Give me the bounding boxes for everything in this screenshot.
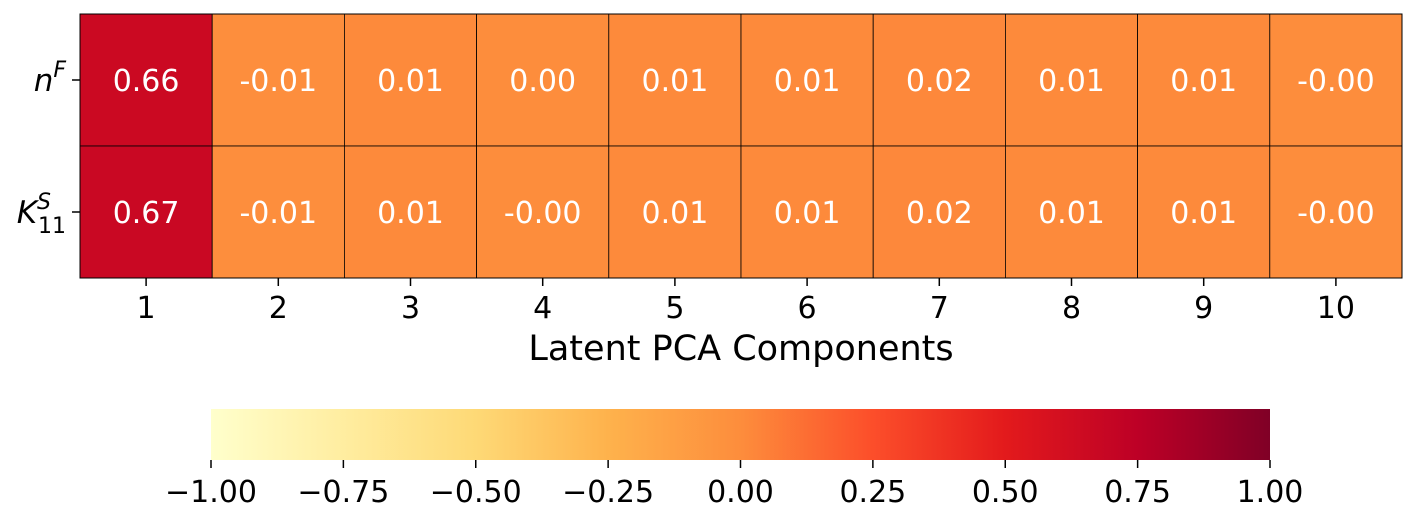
heatmap-cell: [1137, 145, 1271, 279]
heatmap-cell: [476, 145, 610, 279]
x-tick-label: 10: [1317, 291, 1355, 326]
cell-value-label: 0.01: [774, 196, 841, 231]
cell-value-label: 0.01: [377, 64, 444, 99]
heatmap-cells: 0.66 -0.01 0.01 0.00 0.01 0.01 0.02 0.01 0.01 -0.…: [79, 13, 1403, 279]
cell-value-label: -0.00: [1297, 196, 1375, 231]
y-tick-label: nF: [34, 58, 67, 99]
colorbar-tick-label: 0.75: [1104, 475, 1171, 510]
x-tick-label: 9: [1194, 291, 1213, 326]
x-axis-label: Latent PCA Components: [528, 329, 953, 369]
cell-value-label: 0.02: [906, 64, 973, 99]
x-tick-label: 3: [401, 291, 420, 326]
cell-value-label: 0.66: [113, 64, 180, 99]
colorbar: −1.00 −0.75 −0.50 −0.25 0.00 0.25 0.50 0.75 1.00: [165, 409, 1303, 510]
cell-value-label: -0.00: [504, 196, 582, 231]
colorbar-tick-label: −1.00: [165, 475, 257, 510]
colorbar-tick-label: 0.50: [972, 475, 1039, 510]
cell-value-label: 0.01: [642, 64, 709, 99]
colorbar-tick-label: 1.00: [1237, 475, 1304, 510]
colorbar-tick-label: −0.25: [562, 475, 654, 510]
heatmap-cell: [211, 13, 345, 147]
cell-value-label: 0.00: [509, 64, 576, 99]
heatmap-cell: [740, 145, 874, 279]
heatmap-cell: [872, 145, 1006, 279]
cell-value-label: -0.01: [239, 64, 317, 99]
heatmap-cell: [1005, 13, 1139, 147]
heatmap-cell: [476, 13, 610, 147]
cell-value-label: 0.01: [377, 196, 444, 231]
cell-value-label: 0.01: [1170, 64, 1237, 99]
plot-frame: [79, 13, 1403, 279]
x-tick-label: 4: [533, 291, 552, 326]
x-tick-label: 7: [930, 291, 949, 326]
heatmap-cell: [343, 145, 477, 279]
svg-text:nF: nF: [34, 58, 67, 99]
heatmap-cell: [608, 145, 742, 279]
x-tick-label: 5: [665, 291, 684, 326]
heatmap-cell: [1269, 145, 1403, 279]
heatmap-cell: [1005, 145, 1139, 279]
x-axis: 1 2 3 4 5 6 7 8 9 10: [137, 278, 1355, 326]
x-tick-label: 6: [798, 291, 817, 326]
cell-value-label: -0.00: [1297, 64, 1375, 99]
x-tick-label: 2: [269, 291, 288, 326]
heatmap-cell: [211, 145, 345, 279]
heatmap-cell: [872, 13, 1006, 147]
colorbar-tick-label: −0.50: [430, 475, 522, 510]
colorbar-tick-label: −0.75: [297, 475, 389, 510]
y-axis: nF KS 11: [17, 58, 80, 239]
heatmap-cell: [608, 13, 742, 147]
colorbar-tick-label: 0.25: [839, 475, 906, 510]
heatmap-cell: [1269, 13, 1403, 147]
y-tick-label: KS 11: [17, 190, 66, 239]
cell-value-label: -0.01: [239, 196, 317, 231]
cell-value-label: 0.01: [774, 64, 841, 99]
cell-value-label: 0.01: [642, 196, 709, 231]
cell-value-label: 0.67: [113, 196, 180, 231]
x-tick-label: 8: [1062, 291, 1081, 326]
cell-value-label: 0.01: [1170, 196, 1237, 231]
cell-value-label: 0.01: [1038, 196, 1105, 231]
cell-value-label: 0.01: [1038, 64, 1105, 99]
heatmap-cell: [79, 13, 213, 147]
cell-value-label: 0.02: [906, 196, 973, 231]
x-tick-label: 1: [137, 291, 156, 326]
colorbar-gradient: [211, 409, 1270, 460]
heatmap-cell: [740, 13, 874, 147]
colorbar-tick-label: 0.00: [707, 475, 774, 510]
